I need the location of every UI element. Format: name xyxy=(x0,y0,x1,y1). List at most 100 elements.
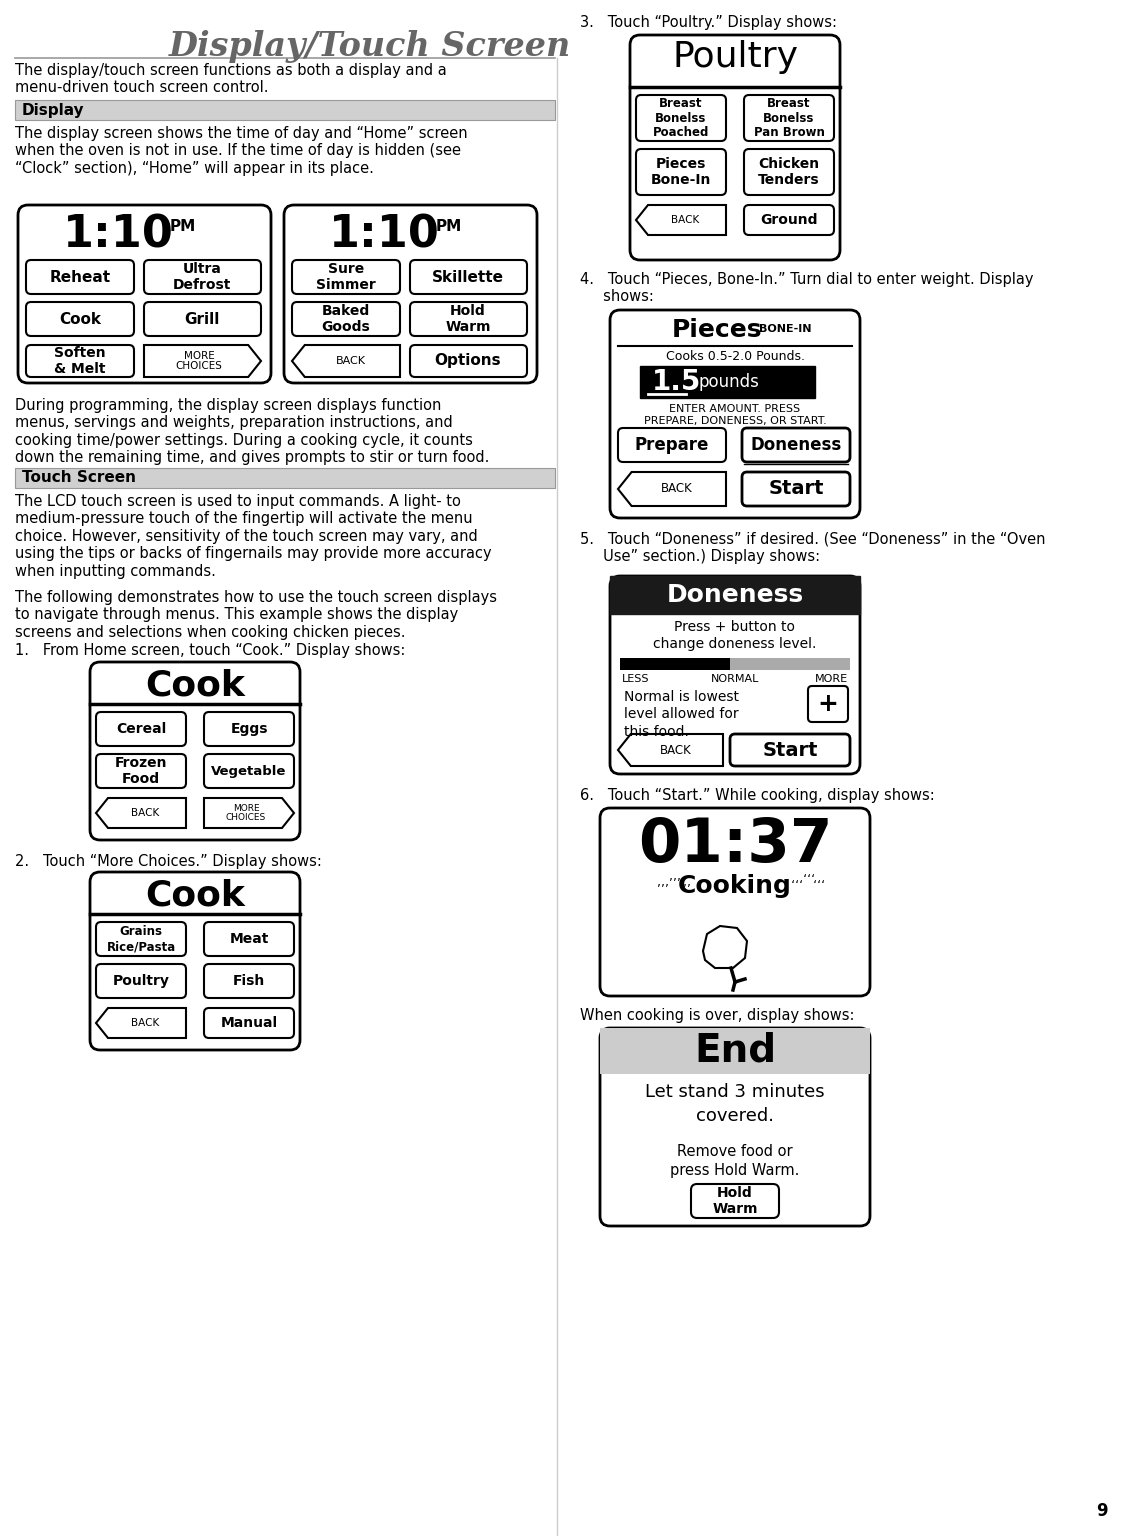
FancyBboxPatch shape xyxy=(96,713,185,746)
Polygon shape xyxy=(618,734,723,766)
Text: Doneness: Doneness xyxy=(667,584,804,607)
Polygon shape xyxy=(144,346,261,376)
FancyBboxPatch shape xyxy=(90,872,300,1051)
Text: Hold
Warm: Hold Warm xyxy=(713,1186,758,1217)
Text: Cook: Cook xyxy=(58,312,101,327)
Text: Let stand 3 minutes
covered.: Let stand 3 minutes covered. xyxy=(645,1083,825,1124)
Text: +: + xyxy=(817,693,839,716)
FancyBboxPatch shape xyxy=(292,260,400,293)
FancyBboxPatch shape xyxy=(610,576,860,614)
FancyBboxPatch shape xyxy=(18,204,271,382)
FancyBboxPatch shape xyxy=(610,310,860,518)
Text: ENTER AMOUNT. PRESS
PREPARE, DONENESS, OR START.: ENTER AMOUNT. PRESS PREPARE, DONENESS, O… xyxy=(644,404,826,427)
Text: ,,,: ,,, xyxy=(679,876,691,889)
Text: 4.   Touch “Pieces, Bone-In.” Turn dial to enter weight. Display
     shows:: 4. Touch “Pieces, Bone-In.” Turn dial to… xyxy=(580,272,1033,304)
Text: Reheat: Reheat xyxy=(49,269,110,284)
Text: MORE
CHOICES: MORE CHOICES xyxy=(226,803,266,822)
Text: Skillette: Skillette xyxy=(432,269,504,284)
Text: Meat: Meat xyxy=(229,932,269,946)
Text: MORE: MORE xyxy=(815,674,847,684)
Text: BACK: BACK xyxy=(132,1018,160,1028)
Text: Soften
& Melt: Soften & Melt xyxy=(54,346,106,376)
Text: The display/touch screen functions as both a display and a
menu-driven touch scr: The display/touch screen functions as bo… xyxy=(15,63,446,95)
FancyBboxPatch shape xyxy=(636,149,726,195)
FancyBboxPatch shape xyxy=(629,35,840,260)
FancyBboxPatch shape xyxy=(620,657,731,670)
Text: BONE-IN: BONE-IN xyxy=(759,324,812,333)
FancyBboxPatch shape xyxy=(691,1184,779,1218)
FancyBboxPatch shape xyxy=(292,303,400,336)
Text: The LCD touch screen is used to input commands. A light- to
medium-pressure touc: The LCD touch screen is used to input co… xyxy=(15,495,491,579)
Text: Start: Start xyxy=(762,740,818,759)
FancyBboxPatch shape xyxy=(90,662,300,840)
Text: 9: 9 xyxy=(1096,1502,1108,1521)
Text: The following demonstrates how to use the touch screen displays
to navigate thro: The following demonstrates how to use th… xyxy=(15,590,497,641)
Text: BACK: BACK xyxy=(132,808,160,819)
FancyBboxPatch shape xyxy=(600,1028,870,1226)
FancyBboxPatch shape xyxy=(144,260,261,293)
FancyBboxPatch shape xyxy=(96,922,185,955)
Text: Options: Options xyxy=(435,353,501,369)
Text: Vegetable: Vegetable xyxy=(211,765,287,777)
Text: Doneness: Doneness xyxy=(751,436,842,455)
Text: BACK: BACK xyxy=(661,482,694,496)
FancyBboxPatch shape xyxy=(744,204,834,235)
Text: ,,,: ,,, xyxy=(658,876,669,889)
FancyBboxPatch shape xyxy=(203,965,294,998)
Text: 1:10: 1:10 xyxy=(328,214,439,257)
Text: Baked
Goods: Baked Goods xyxy=(321,304,371,335)
Text: Cook: Cook xyxy=(145,879,245,912)
Text: Ultra
Defrost: Ultra Defrost xyxy=(173,263,232,292)
Text: Sure
Simmer: Sure Simmer xyxy=(316,263,375,292)
Text: Normal is lowest
level allowed for
this food.: Normal is lowest level allowed for this … xyxy=(624,690,738,739)
Text: Pieces: Pieces xyxy=(672,318,762,343)
Polygon shape xyxy=(618,472,726,505)
FancyBboxPatch shape xyxy=(410,346,527,376)
FancyBboxPatch shape xyxy=(203,922,294,955)
Text: 1.   From Home screen, touch “Cook.” Display shows:: 1. From Home screen, touch “Cook.” Displ… xyxy=(15,644,406,657)
Text: Ground: Ground xyxy=(760,214,818,227)
FancyBboxPatch shape xyxy=(610,576,860,774)
FancyBboxPatch shape xyxy=(742,472,850,505)
Text: Breast
Bonelss
Pan Brown: Breast Bonelss Pan Brown xyxy=(753,97,824,138)
Text: During programming, the display screen displays function
menus, servings and wei: During programming, the display screen d… xyxy=(15,398,489,465)
Text: ,,,: ,,, xyxy=(812,876,823,889)
FancyBboxPatch shape xyxy=(600,1028,870,1074)
FancyBboxPatch shape xyxy=(15,468,555,488)
FancyBboxPatch shape xyxy=(618,429,726,462)
Text: LESS: LESS xyxy=(622,674,650,684)
Polygon shape xyxy=(203,799,294,828)
Text: PM: PM xyxy=(170,220,197,233)
Text: BACK: BACK xyxy=(336,356,365,366)
Text: Cereal: Cereal xyxy=(116,722,166,736)
FancyBboxPatch shape xyxy=(203,713,294,746)
FancyBboxPatch shape xyxy=(96,965,185,998)
Text: Press + button to
change doneness level.: Press + button to change doneness level. xyxy=(653,621,817,651)
FancyBboxPatch shape xyxy=(744,149,834,195)
Text: Pieces
Bone-In: Pieces Bone-In xyxy=(651,157,711,187)
Text: Fish: Fish xyxy=(233,974,265,988)
Text: 1.5: 1.5 xyxy=(652,369,701,396)
Text: Display/Touch Screen: Display/Touch Screen xyxy=(169,31,571,63)
Text: ,,,: ,,, xyxy=(669,869,681,883)
FancyBboxPatch shape xyxy=(742,429,850,462)
FancyBboxPatch shape xyxy=(620,657,850,670)
Text: NORMAL: NORMAL xyxy=(710,674,759,684)
Text: BACK: BACK xyxy=(671,215,699,224)
FancyBboxPatch shape xyxy=(26,303,134,336)
Text: Display: Display xyxy=(22,103,84,117)
Text: MORE
CHOICES: MORE CHOICES xyxy=(175,350,223,372)
Text: Frozen
Food: Frozen Food xyxy=(115,756,167,786)
Text: Start: Start xyxy=(768,479,824,499)
Text: When cooking is over, display shows:: When cooking is over, display shows: xyxy=(580,1008,854,1023)
Text: Breast
Bonelss
Poached: Breast Bonelss Poached xyxy=(653,97,709,138)
Text: Manual: Manual xyxy=(220,1015,278,1031)
Text: Remove food or
press Hold Warm.: Remove food or press Hold Warm. xyxy=(670,1144,799,1178)
FancyBboxPatch shape xyxy=(26,260,134,293)
FancyBboxPatch shape xyxy=(15,100,555,120)
Text: 6.   Touch “Start.” While cooking, display shows:: 6. Touch “Start.” While cooking, display… xyxy=(580,788,935,803)
FancyBboxPatch shape xyxy=(284,204,537,382)
FancyBboxPatch shape xyxy=(410,260,527,293)
Polygon shape xyxy=(292,346,400,376)
Text: The display screen shows the time of day and “Home” screen
when the oven is not : The display screen shows the time of day… xyxy=(15,126,468,175)
